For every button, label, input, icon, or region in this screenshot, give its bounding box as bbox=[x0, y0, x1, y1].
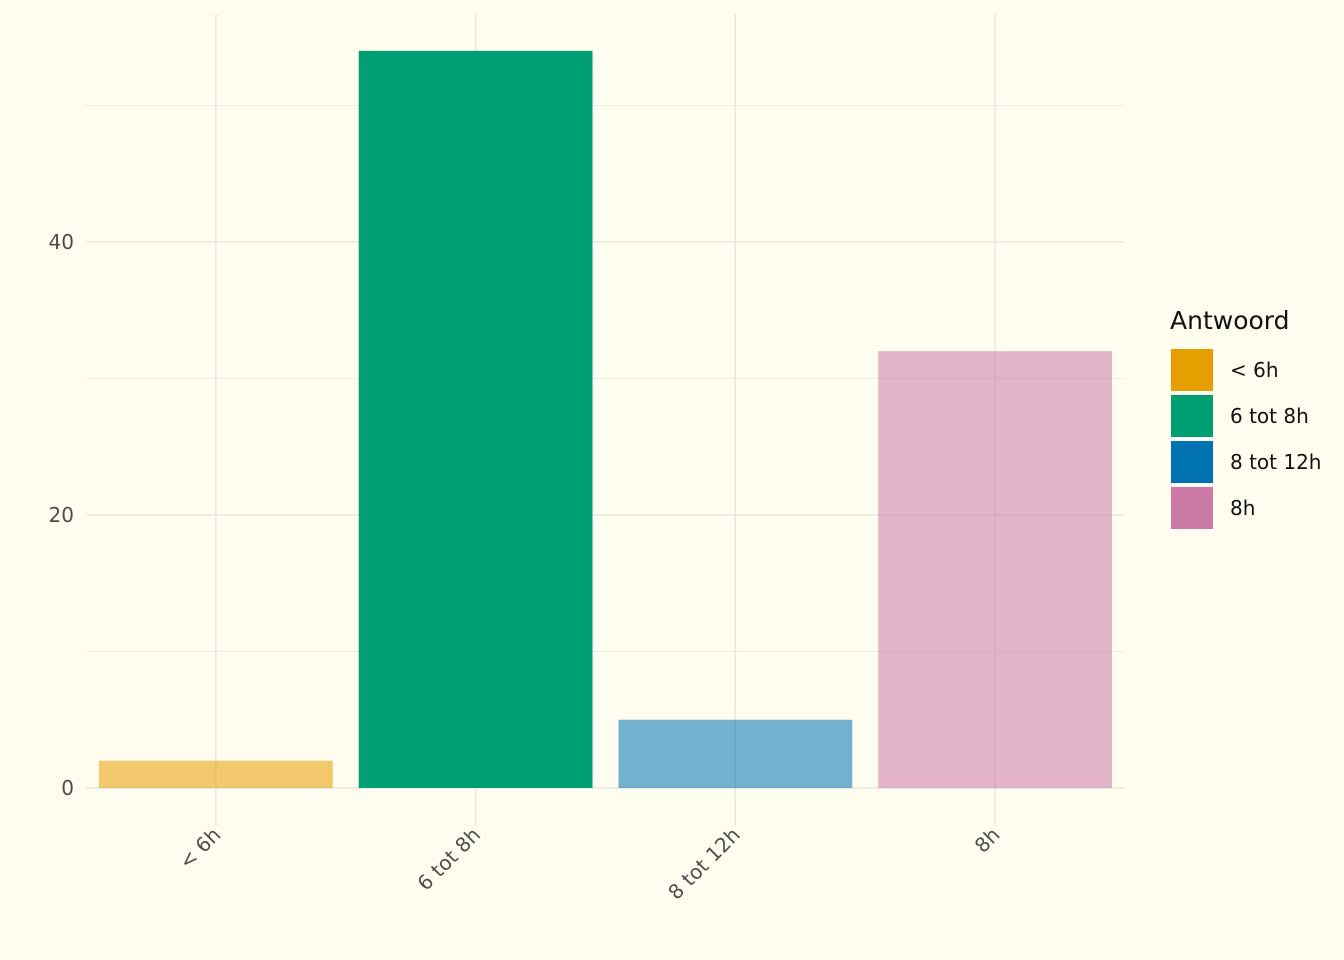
bar bbox=[358, 50, 593, 789]
legend-swatch bbox=[1171, 487, 1213, 529]
bar bbox=[878, 351, 1113, 788]
x-tick-label: 6 tot 8h bbox=[412, 823, 485, 896]
y-tick-label: 40 bbox=[49, 230, 74, 254]
legend-title: Antwoord bbox=[1170, 306, 1290, 335]
legend-swatch bbox=[1171, 395, 1213, 437]
x-axis-ticks: < 6h 6 tot 8h 8 tot 12h 8h bbox=[174, 823, 1005, 905]
y-tick-label: 0 bbox=[61, 776, 74, 800]
legend-swatch bbox=[1171, 349, 1213, 391]
bars bbox=[98, 50, 1113, 789]
bar bbox=[98, 760, 333, 788]
x-tick-label: 8h bbox=[970, 823, 1005, 858]
legend-label: < 6h bbox=[1230, 358, 1279, 382]
bar bbox=[618, 719, 853, 788]
x-tick-label: 8 tot 12h bbox=[663, 823, 745, 905]
legend-swatch bbox=[1171, 441, 1213, 483]
y-axis-ticks: 0 20 40 bbox=[49, 230, 74, 800]
legend-label: 6 tot 8h bbox=[1230, 404, 1309, 428]
legend-label: 8 tot 12h bbox=[1230, 450, 1321, 474]
legend: Antwoord < 6h 6 tot 8h 8 tot 12h 8h bbox=[1170, 306, 1321, 529]
y-tick-label: 20 bbox=[49, 503, 74, 527]
legend-label: 8h bbox=[1230, 496, 1255, 520]
x-tick-label: < 6h bbox=[174, 823, 225, 874]
